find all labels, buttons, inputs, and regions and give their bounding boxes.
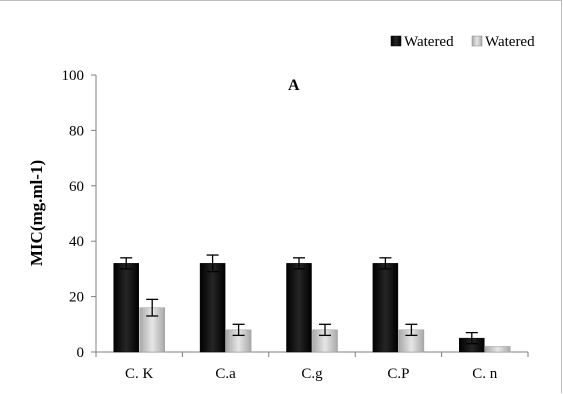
x-tick-labels: C. K C.a C.g C.P C. n: [125, 366, 498, 382]
axes: [91, 74, 529, 357]
bars: [113, 263, 511, 353]
legend-swatch-watered-light: [471, 35, 483, 47]
x-tick-label: C.P: [387, 366, 409, 382]
x-tick-label: C.a: [215, 366, 236, 382]
x-tick-label: C.g: [301, 366, 323, 382]
y-tick-label: 80: [69, 123, 84, 139]
x-tick-label: C. K: [125, 366, 154, 382]
y-axis-title: MIC(mg.ml-1): [27, 160, 46, 266]
x-tick-label: C. n: [472, 366, 498, 382]
legend-swatch-watered-dark: [390, 35, 402, 47]
bar-light-5: [485, 346, 511, 353]
legend-label-watered-light: Watered: [485, 34, 535, 50]
bar-dark-1: [113, 263, 139, 353]
y-tick-labels: 0 20 40 60 80 100: [62, 68, 85, 361]
y-tick-label: 60: [69, 179, 84, 195]
y-tick-label: 20: [69, 290, 84, 306]
y-tick-label: 100: [62, 68, 85, 84]
bar-dark-2: [199, 263, 226, 353]
bar-dark-4: [372, 263, 399, 353]
panel-label: A: [288, 77, 300, 94]
y-tick-label: 40: [69, 234, 84, 250]
error-bars: [120, 254, 478, 345]
bar-dark-3: [286, 263, 312, 353]
y-tick-label: 0: [77, 345, 85, 361]
legend: Watered Watered: [390, 34, 535, 50]
legend-label-watered-dark: Watered: [404, 34, 454, 50]
